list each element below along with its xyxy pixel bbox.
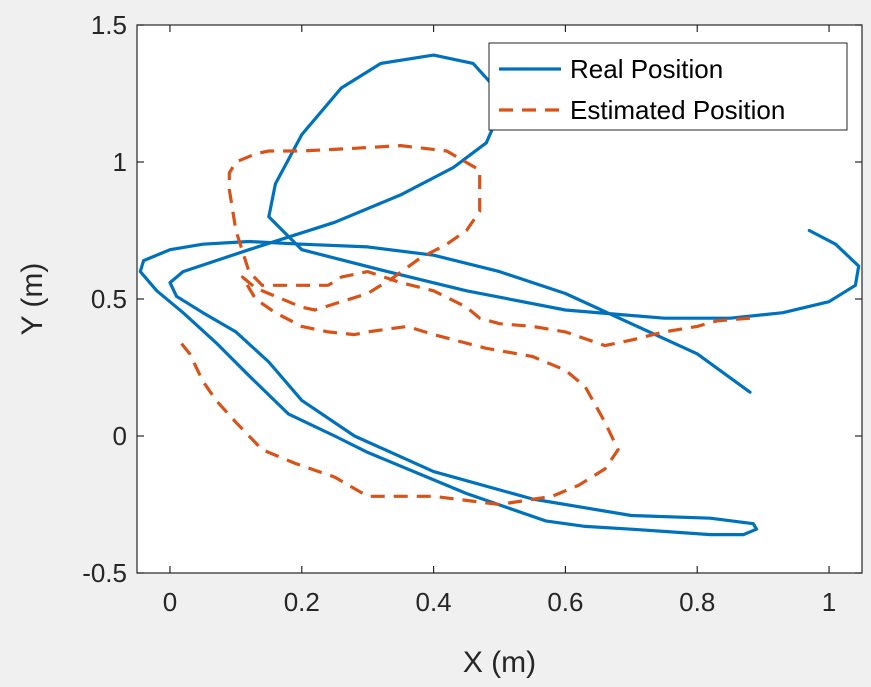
x-tick-label: 0 [163,587,177,617]
x-tick-label: 1 [822,587,836,617]
legend-entry-real-position: Real Position [570,54,723,84]
legend-box [488,42,848,131]
x-axis-label: X (m) [463,646,536,679]
x-tick-label: 0.4 [416,587,452,617]
x-tick-label: 0.2 [284,587,320,617]
x-tick-label: 0.8 [679,587,715,617]
series-layer [138,53,861,537]
y-tick-label: 0 [113,421,127,451]
ticks-layer: 0 0.2 0.4 0.6 0.8 1 -0.5 0 0.5 1 1.5 [82,10,862,617]
y-axis-label: Y (m) [16,263,49,336]
y-tick-label: 0.5 [91,284,127,314]
series-line-real-position [138,53,861,537]
x-tick-label: 0.6 [547,587,583,617]
series-line-estimated-position [175,144,751,507]
legend-entry-estimated-position: Estimated Position [570,95,785,125]
legend: Real Position Estimated Position [488,42,848,131]
y-tick-label: 1.5 [91,10,127,40]
y-tick-label: -0.5 [82,558,127,588]
y-tick-label: 1 [113,147,127,177]
